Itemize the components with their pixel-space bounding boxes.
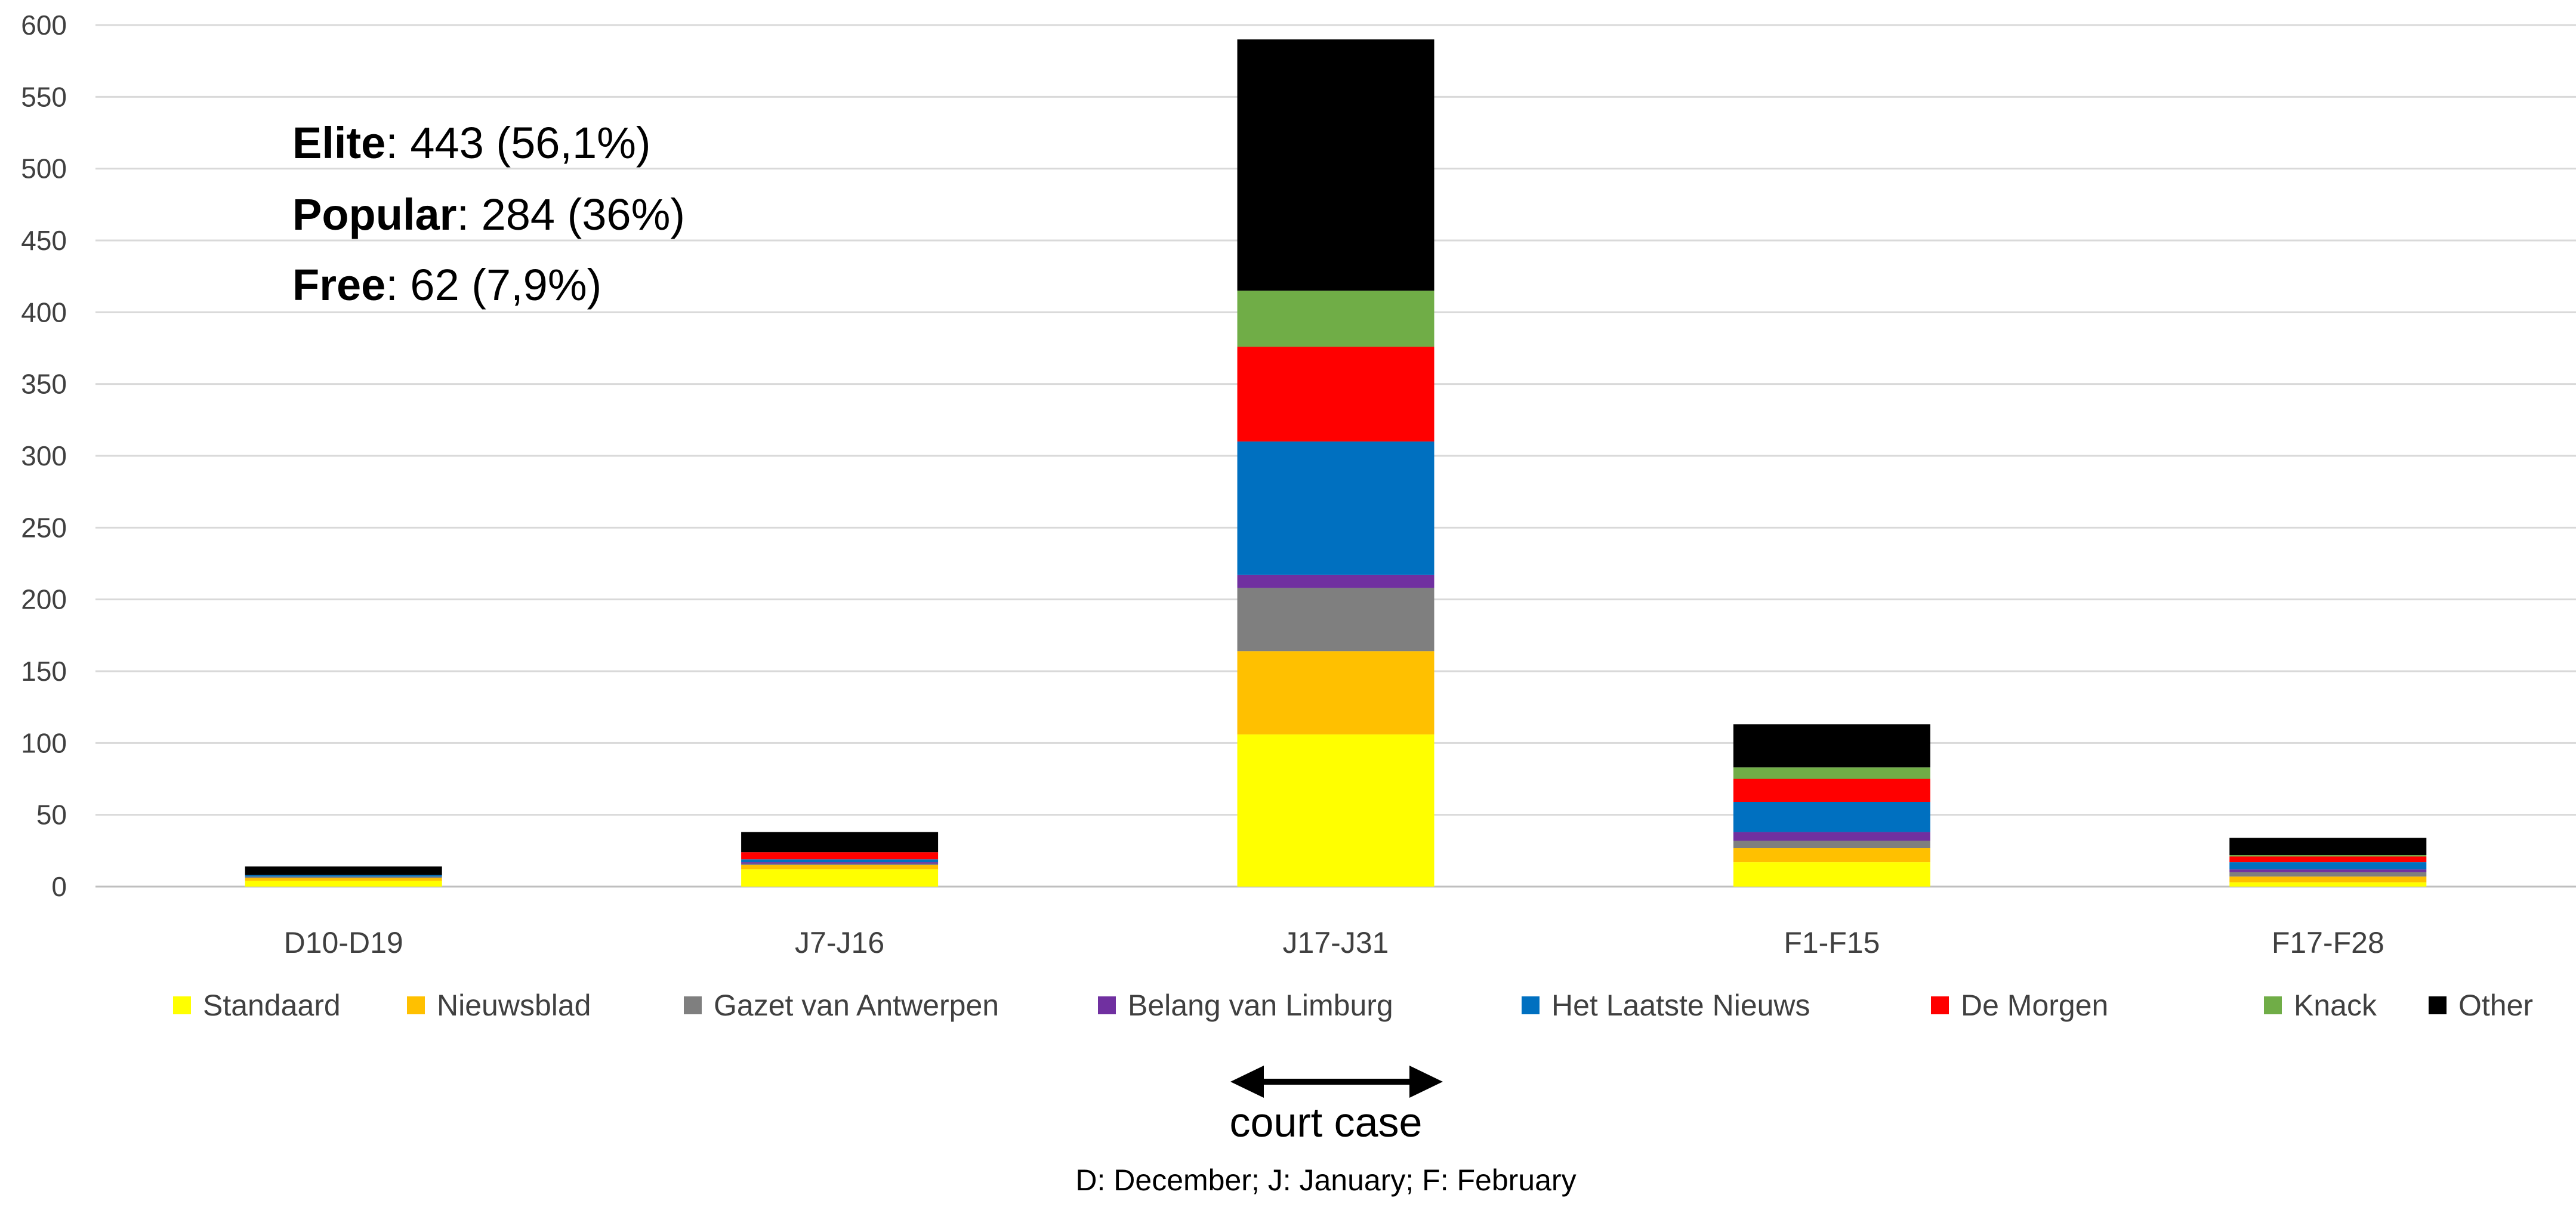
bar-segment <box>2229 862 2427 870</box>
legend-swatch <box>2264 996 2282 1014</box>
bar-segment <box>1237 291 1434 347</box>
bar-segment <box>741 863 939 865</box>
x-axis: D10-D19 J7-J16 J17-J31 F1-F15 F17-F28 <box>284 926 2384 959</box>
bar-segment <box>2229 876 2427 882</box>
bar-segment <box>1733 767 1930 779</box>
y-tick-label: 300 <box>21 440 67 471</box>
bar-segment <box>741 862 939 864</box>
bar-segment <box>1733 848 1930 863</box>
bar-segment <box>1237 441 1434 575</box>
x-tick-label: J7-J16 <box>795 926 884 959</box>
bar-segment <box>2229 838 2427 856</box>
y-tick-label: 350 <box>21 369 67 400</box>
arrow-label: court case <box>1230 1099 1423 1146</box>
legend-label: Gazet van Antwerpen <box>714 989 999 1022</box>
y-tick-label: 450 <box>21 225 67 256</box>
bar-segment <box>1733 862 1930 887</box>
bar-segment <box>1733 779 1930 802</box>
y-tick-label: 400 <box>21 297 67 328</box>
bar-segment <box>1237 734 1434 887</box>
bar-segment <box>2229 856 2427 863</box>
bar-segment <box>2229 855 2427 857</box>
x-tick-label: J17-J31 <box>1283 926 1389 959</box>
legend-swatch <box>173 996 191 1014</box>
y-tick-label: 250 <box>21 512 67 543</box>
legend-label: Other <box>2458 989 2533 1022</box>
legend-swatch <box>2429 996 2447 1014</box>
bar-segment <box>1733 724 1930 768</box>
bar-segment <box>2229 882 2427 887</box>
y-tick-label: 550 <box>21 81 67 112</box>
bar-segment <box>2229 869 2427 872</box>
legend-label: De Morgen <box>1961 989 2108 1022</box>
legend-label: Knack <box>2294 989 2377 1022</box>
legend-swatch <box>407 996 425 1014</box>
legend-swatch <box>684 996 702 1014</box>
y-tick-label: 600 <box>21 10 67 41</box>
bar-segment <box>245 875 442 877</box>
bar-segment <box>245 878 442 881</box>
y-tick-label: 150 <box>21 656 67 687</box>
bar-segment <box>741 865 939 870</box>
bar-segment <box>1237 39 1434 291</box>
bar-segment <box>2229 872 2427 877</box>
bar-segment <box>1237 588 1434 652</box>
legend-label: Het Laatste Nieuws <box>1551 989 1810 1022</box>
legend-label: Nieuwsblad <box>437 989 591 1022</box>
summary-free: Free: 62 (7,9%) <box>292 260 601 310</box>
legend-swatch <box>1098 996 1116 1014</box>
bars <box>245 39 2427 887</box>
footnote: D: December; J: January; F: February <box>1075 1163 1576 1197</box>
x-tick-label: F1-F15 <box>1784 926 1880 959</box>
bar-segment <box>1733 832 1930 841</box>
bar-segment <box>1237 347 1434 442</box>
legend: Standaard Nieuwsblad Gazet van Antwerpen Be… <box>173 989 2533 1022</box>
bar-segment <box>1237 651 1434 734</box>
summary-popular: Popular: 284 (36%) <box>292 190 685 239</box>
y-tick-label: 50 <box>36 799 67 831</box>
bar-segment <box>741 832 939 853</box>
legend-swatch <box>1931 996 1949 1014</box>
arrow-left-head-icon <box>1230 1066 1264 1098</box>
bar-segment <box>245 876 442 878</box>
legend-label: Belang van Limburg <box>1128 989 1393 1022</box>
bar-segment <box>1733 802 1930 832</box>
bar-segment <box>741 859 939 863</box>
y-axis: 0 50 100 150 200 250 300 350 400 450 500 550 600 <box>21 10 67 902</box>
bar-segment <box>741 869 939 887</box>
bar-segment <box>741 852 939 860</box>
court-case-annotation: court case D: December; J: January; F: F… <box>1075 1066 1577 1197</box>
bar-segment <box>1733 840 1930 848</box>
summary-box: Elite: 443 (56,1%) Popular: 284 (36%) Fr… <box>292 118 685 310</box>
legend-swatch <box>1522 996 1540 1014</box>
x-tick-label: D10-D19 <box>284 926 403 959</box>
legend-label: Standaard <box>203 989 341 1022</box>
y-tick-label: 200 <box>21 584 67 615</box>
bar-segment <box>245 881 442 887</box>
bar-segment <box>1237 575 1434 588</box>
x-tick-label: F17-F28 <box>2272 926 2384 959</box>
arrow-right-head-icon <box>1409 1066 1443 1098</box>
y-tick-label: 100 <box>21 727 67 758</box>
y-tick-label: 0 <box>51 871 67 902</box>
summary-elite: Elite: 443 (56,1%) <box>292 118 651 168</box>
y-tick-label: 500 <box>21 153 67 184</box>
bar-segment <box>245 866 442 875</box>
